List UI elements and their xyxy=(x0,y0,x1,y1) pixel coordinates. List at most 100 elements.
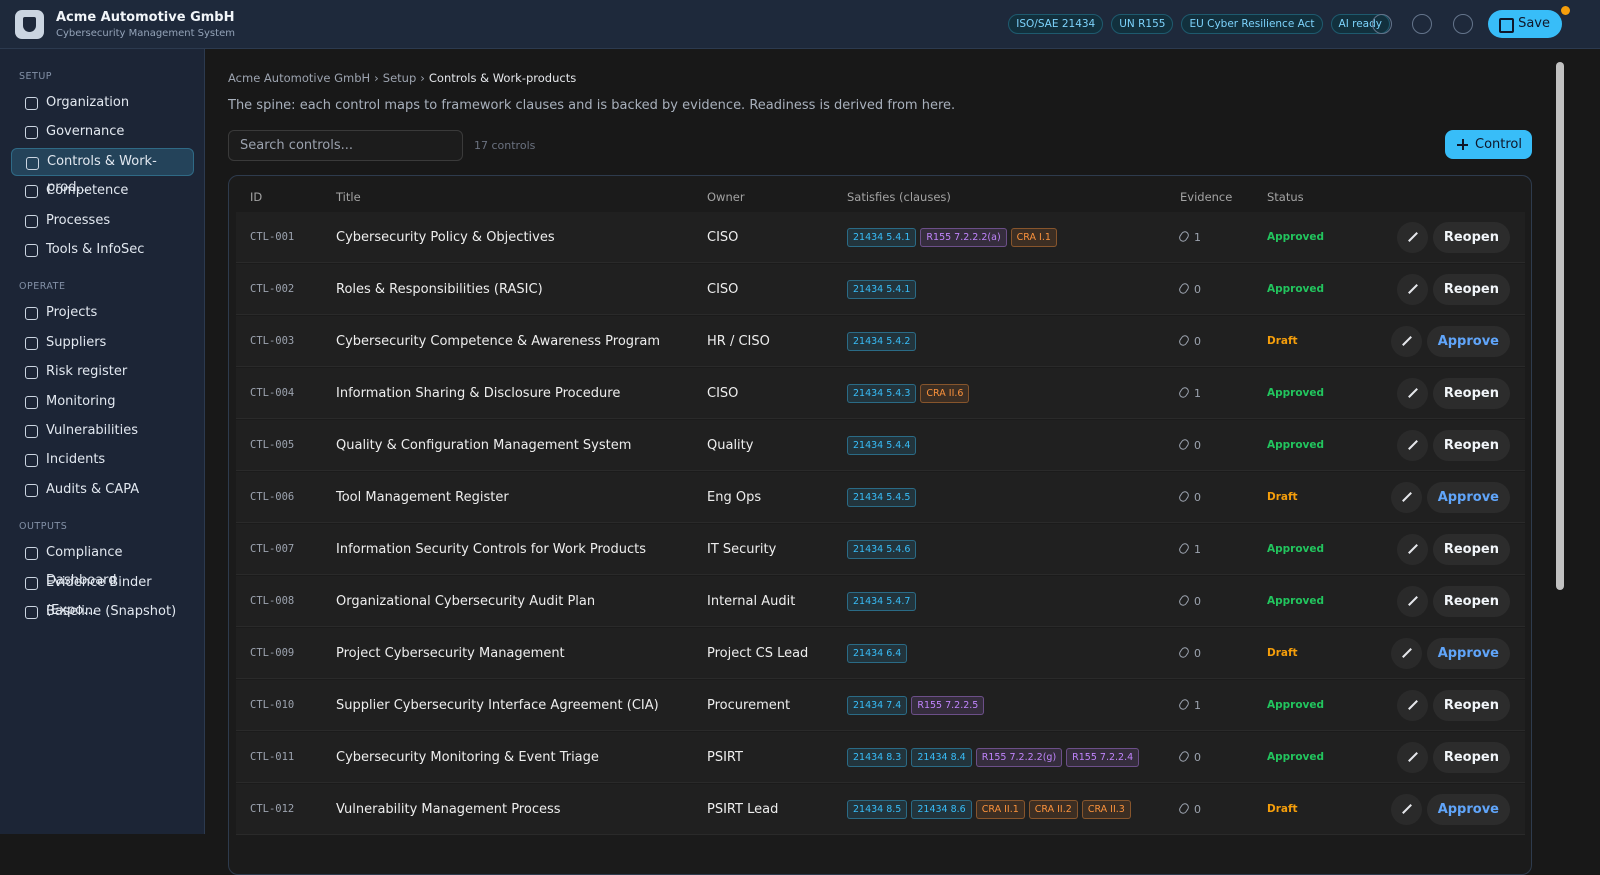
row-action[interactable]: Reopen xyxy=(1432,742,1510,773)
clause-tag: 21434 5.4.4 xyxy=(847,436,917,455)
edit-button[interactable] xyxy=(1390,482,1422,513)
nav-item[interactable]: Audits & CAPA xyxy=(11,476,194,504)
crumb[interactable]: Setup xyxy=(382,71,417,85)
nav-item[interactable]: Governance xyxy=(11,118,194,146)
edit-button[interactable] xyxy=(1396,534,1428,565)
edit-button[interactable] xyxy=(1390,638,1422,669)
row-action[interactable]: Reopen xyxy=(1432,586,1510,617)
theme-toggle[interactable] xyxy=(1453,14,1473,34)
control-title[interactable]: Vulnerability Management Process xyxy=(336,802,561,817)
owner: Quality xyxy=(707,438,754,453)
edit-button[interactable] xyxy=(1396,586,1428,617)
owner: CISO xyxy=(707,386,739,401)
row-action[interactable]: Reopen xyxy=(1432,534,1510,565)
edit-button[interactable] xyxy=(1396,222,1428,253)
control-id: CTL-010 xyxy=(250,699,295,711)
row-action[interactable]: Approve xyxy=(1426,326,1510,357)
clause-tag: R155 7.2.2.2(g) xyxy=(975,748,1063,767)
edit-button[interactable] xyxy=(1396,742,1428,773)
control-title[interactable]: Roles & Responsibilities (RASIC) xyxy=(336,282,543,297)
clause-tag: 21434 5.4.1 xyxy=(847,280,917,299)
clauses: 21434 5.4.7 xyxy=(847,576,917,627)
row-action[interactable]: Reopen xyxy=(1432,690,1510,721)
nav-item[interactable]: Risk register xyxy=(11,358,194,386)
save-button[interactable]: Save xyxy=(1488,10,1562,38)
table-row: CTL-003 Cybersecurity Competence & Awaren… xyxy=(236,316,1525,367)
control-title[interactable]: Quality & Configuration Management Syste… xyxy=(336,438,632,453)
control-title[interactable]: Tool Management Register xyxy=(336,490,509,505)
clauses: 21434 8.3 21434 8.4 R155 7.2.2.2(g) R155 7.… xyxy=(847,732,1140,783)
control-id: CTL-009 xyxy=(250,647,295,659)
nav-item[interactable]: Organization xyxy=(11,89,194,117)
org-name: Acme Automotive GmbH xyxy=(56,10,235,25)
control-title[interactable]: Cybersecurity Policy & Objectives xyxy=(336,230,555,245)
status: Approved xyxy=(1267,387,1325,399)
control-title[interactable]: Organizational Cybersecurity Audit Plan xyxy=(336,594,596,609)
badge: UN R155 xyxy=(1111,14,1174,34)
search-input[interactable]: Search controls... xyxy=(228,130,463,161)
app: Acme Automotive GmbH Cybersecurity Manag… xyxy=(0,0,1600,834)
clauses: 21434 7.4 R155 7.2.2.5 xyxy=(847,680,985,731)
framework-badges: ISO/SAE 21434 UN R155 EU Cyber Resilience … xyxy=(1008,14,1390,34)
control-title[interactable]: Supplier Cybersecurity Interface Agreeme… xyxy=(336,698,659,713)
row-action[interactable]: Approve xyxy=(1426,794,1510,825)
evidence-count: 0 xyxy=(1180,628,1201,679)
edit-button[interactable] xyxy=(1396,274,1428,305)
row-action[interactable]: Reopen xyxy=(1432,274,1510,305)
column-header: Title xyxy=(336,190,361,204)
status: Draft xyxy=(1267,647,1298,659)
nav-item[interactable]: Projects xyxy=(11,299,194,327)
row-action[interactable]: Approve xyxy=(1426,482,1510,513)
row-action[interactable]: Reopen xyxy=(1432,222,1510,253)
row-action[interactable]: Reopen xyxy=(1432,430,1510,461)
app-subtitle: Cybersecurity Management System xyxy=(56,28,235,39)
edit-button[interactable] xyxy=(1396,690,1428,721)
clause-tag: 21434 8.6 xyxy=(911,800,972,819)
row-action[interactable]: Reopen xyxy=(1432,378,1510,409)
clause-tag: 21434 5.4.6 xyxy=(847,540,917,559)
control-title[interactable]: Project Cybersecurity Management xyxy=(336,646,565,661)
edit-button[interactable] xyxy=(1390,326,1422,357)
control-title[interactable]: Cybersecurity Competence & Awareness Pro… xyxy=(336,334,661,349)
nav-item[interactable]: Processes xyxy=(11,207,194,235)
add-control-button[interactable]: Control xyxy=(1445,130,1532,159)
clause-tag: R155 7.2.2.2(a) xyxy=(920,228,1007,247)
crumb[interactable]: Acme Automotive GmbH xyxy=(228,71,371,85)
control-id: CTL-003 xyxy=(250,335,295,347)
redo[interactable] xyxy=(1412,14,1432,34)
control-title[interactable]: Information Sharing & Disclosure Procedu… xyxy=(336,386,621,401)
table-row: CTL-001 Cybersecurity Policy & Objectives… xyxy=(236,212,1525,263)
nav-item[interactable]: Vulnerabilities xyxy=(11,417,194,445)
nav-item[interactable]: Incidents xyxy=(11,446,194,474)
nav-item[interactable]: Tools & InfoSec xyxy=(11,236,194,264)
control-title[interactable]: Cybersecurity Monitoring & Event Triage xyxy=(336,750,599,765)
column-header: Owner xyxy=(707,190,745,204)
nav-item[interactable]: Evidence Binder (Expo… xyxy=(11,569,194,618)
nav-item[interactable]: Monitoring xyxy=(11,388,194,416)
clause-tag: 21434 5.4.5 xyxy=(847,488,917,507)
clause-tag: 21434 8.5 xyxy=(847,800,908,819)
nav-item[interactable]: Compliance Dashboard xyxy=(11,539,194,588)
status: Draft xyxy=(1267,491,1298,503)
row-action[interactable]: Approve xyxy=(1426,638,1510,669)
clauses: 21434 5.4.2 xyxy=(847,316,917,367)
nav-item[interactable]: Baseline (Snapshot) xyxy=(11,598,194,626)
edit-button[interactable] xyxy=(1390,794,1422,825)
nav-item[interactable]: Competence xyxy=(11,177,194,205)
clause-tag: CRA I.1 xyxy=(1010,228,1057,247)
owner: CISO xyxy=(707,282,739,297)
scrollbar[interactable] xyxy=(1556,62,1564,590)
owner: Procurement xyxy=(707,698,791,713)
edit-button[interactable] xyxy=(1396,430,1428,461)
clause-tag: 21434 5.4.7 xyxy=(847,592,917,611)
nav-item[interactable]: Controls & Work-prod… xyxy=(11,147,194,195)
control-title[interactable]: Information Security Controls for Work P… xyxy=(336,542,646,557)
edit-button[interactable] xyxy=(1396,378,1428,409)
owner: HR / CISO xyxy=(707,334,770,349)
nav-item[interactable]: Suppliers xyxy=(11,329,194,357)
column-header: Satisfies (clauses) xyxy=(847,190,951,204)
badge: ISO/SAE 21434 xyxy=(1008,14,1104,34)
undo[interactable] xyxy=(1372,14,1392,34)
section-label: OPERATE xyxy=(19,281,66,293)
clause-tag: R155 7.2.2.5 xyxy=(911,696,985,715)
